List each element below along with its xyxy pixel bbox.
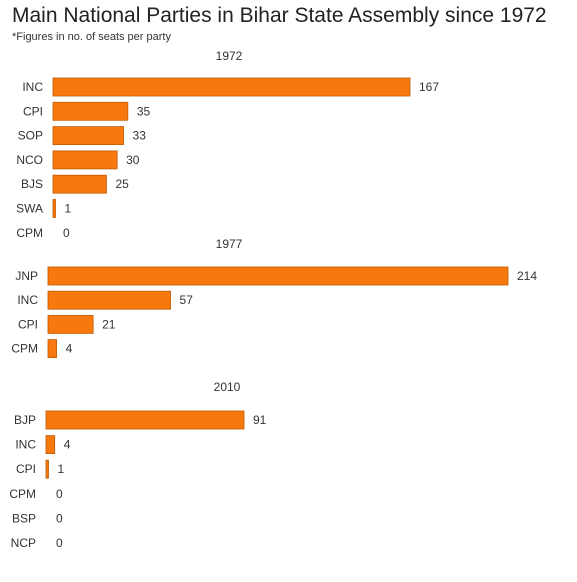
- category-label: CPI: [23, 104, 43, 118]
- bar-bjs: [52, 174, 107, 194]
- bar-sop: [52, 126, 124, 145]
- value-label: 91: [253, 413, 267, 427]
- category-label: CPM: [11, 342, 38, 356]
- bar-inc: [47, 290, 171, 310]
- value-label: 57: [180, 293, 194, 307]
- value-label: 4: [64, 438, 71, 452]
- bar-inc: [45, 435, 56, 455]
- category-label: JNP: [15, 269, 38, 283]
- value-label: 4: [66, 342, 73, 356]
- category-label: CPM: [9, 487, 36, 501]
- value-label: 30: [126, 153, 140, 167]
- bar-inc: [52, 77, 411, 97]
- value-label: 214: [517, 269, 537, 283]
- bar-nco: [52, 150, 118, 170]
- bar-cpi: [52, 101, 129, 121]
- value-label: 25: [115, 177, 129, 191]
- category-label: INC: [15, 438, 36, 452]
- category-label: INC: [22, 80, 43, 94]
- value-label: 1: [58, 462, 65, 476]
- bar-cpm: [47, 339, 57, 359]
- value-label: 167: [419, 80, 439, 94]
- category-label: INC: [17, 293, 38, 307]
- bar-jnp: [47, 266, 509, 286]
- category-label: NCP: [11, 536, 36, 550]
- category-label: SWA: [16, 202, 43, 216]
- value-label: 21: [102, 317, 116, 331]
- category-label: BJS: [21, 177, 43, 191]
- panel-title-2010: 2010: [214, 380, 241, 394]
- chart-title: Main National Parties in Bihar State Ass…: [12, 4, 547, 27]
- value-label: 0: [56, 487, 63, 501]
- category-label: BSP: [12, 511, 36, 525]
- bar-cpi: [47, 314, 94, 334]
- chart-subtitle: *Figures in no. of seats per party: [12, 31, 171, 43]
- panel-title-1972: 1972: [216, 49, 243, 63]
- value-label: 1: [65, 202, 72, 216]
- category-label: CPI: [16, 462, 36, 476]
- bar-cpi: [45, 459, 49, 479]
- value-label: 0: [63, 226, 70, 240]
- value-label: 0: [56, 536, 63, 550]
- category-label: CPM: [16, 226, 43, 240]
- value-label: 33: [133, 129, 147, 143]
- category-label: SOP: [18, 129, 43, 143]
- category-label: CPI: [18, 317, 38, 331]
- panel-title-1977: 1977: [216, 237, 243, 251]
- category-label: NCO: [16, 153, 43, 167]
- value-label: 0: [56, 511, 63, 525]
- bar-swa: [52, 199, 56, 218]
- value-label: 35: [137, 104, 151, 118]
- category-label: BJP: [14, 413, 36, 427]
- bar-bjp: [45, 410, 245, 430]
